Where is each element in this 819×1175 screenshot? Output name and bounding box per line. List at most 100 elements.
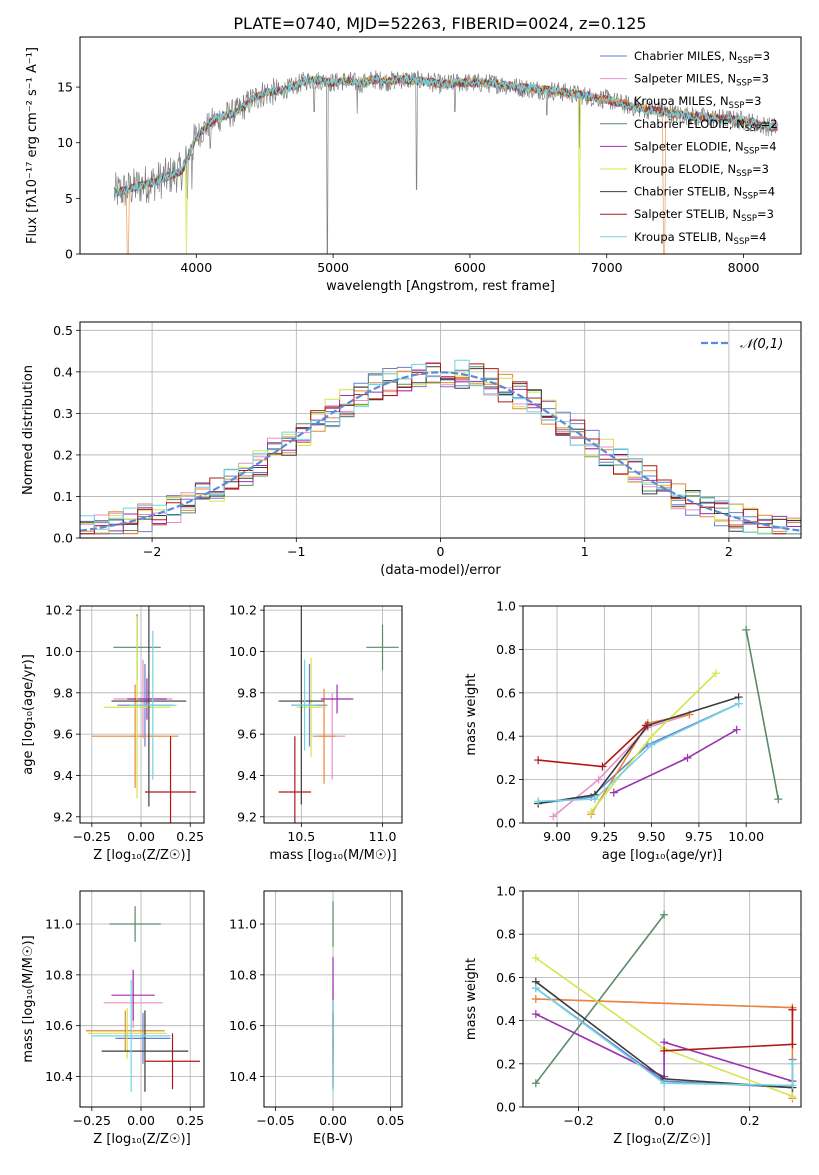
legend-entry-prefix: Chabrier STELIB, N <box>634 185 742 199</box>
weight_vs_age-plot-area <box>534 625 783 821</box>
legend-entry-prefix: Salpeter STELIB, N <box>634 207 741 221</box>
mass_vs_Z-xtick-label: 0.00 <box>127 1113 155 1128</box>
spectrum-ytick-label: 0 <box>65 247 73 262</box>
age_vs_mass-ytick-label: 9.2 <box>237 809 257 824</box>
age_vs_Z-plot-area <box>91 606 197 823</box>
residuals-frame <box>79 321 802 539</box>
weight-point-marker <box>534 756 543 765</box>
mass_vs_ebv-ytick-label: 11.0 <box>229 917 257 932</box>
spectrum-xlabel: wavelength [Angstrom, rest frame] <box>326 279 555 294</box>
mass_vs_ebv-xtick-label: 0.00 <box>319 1113 347 1128</box>
mass_vs_ebv-panel: −0.05 0.00 0.05 10.4 10.6 10.8 11.0 E(B-V) <box>229 890 404 1147</box>
legend-entry-prefix: Salpeter ELODIE, N <box>634 139 744 153</box>
weight-series-line <box>535 1013 793 1082</box>
age_vs_Z-ytick-label: 9.8 <box>53 685 73 700</box>
residuals-ytick-label: 0.3 <box>53 406 73 421</box>
spectrum-xtick-label: 6000 <box>454 260 486 275</box>
residuals-xtick-label: 2 <box>725 544 733 559</box>
weight_vs_age-xtick-label: 10.00 <box>728 829 764 844</box>
weight-point-marker <box>788 1005 797 1014</box>
weight_vs_age-ytick-label: 0.8 <box>496 642 516 657</box>
weight_vs_age-xtick-label: 9.25 <box>590 829 618 844</box>
residuals-ytick-label: 0.1 <box>53 489 73 504</box>
weight-point-marker <box>774 795 783 804</box>
legend-entry-suffix: =4 <box>760 139 777 153</box>
mass_vs_Z-panel: −0.25 0.00 0.25 10.4 10.6 10.8 11.0 Z [log₁₀(Z/… <box>21 890 205 1147</box>
weight_vs_age-xtick-label: 9.75 <box>685 829 713 844</box>
mass_vs_Z-xtick-label: −0.25 <box>73 1113 111 1128</box>
weight-point-marker <box>660 910 669 919</box>
legend-entry-prefix: Salpeter MILES, N <box>634 72 736 86</box>
weight-point-marker <box>711 669 720 678</box>
weight_vs_Z-frame <box>522 890 802 1108</box>
weight-point-marker <box>590 795 599 804</box>
weight_vs_Z-ytick-label: 0.0 <box>496 1100 516 1115</box>
weight-point-marker <box>587 808 596 817</box>
residuals-legend: 𝒩(0,1) <box>701 337 783 352</box>
legend-entry-suffix: =3 <box>752 162 769 176</box>
legend-entry-suffix: =4 <box>758 185 775 199</box>
weight-series-line <box>535 987 794 1087</box>
weight_vs_Z-ytick-label: 0.4 <box>496 1013 516 1028</box>
legend-entry-sub: SSP <box>736 169 752 179</box>
weight-series-line <box>537 696 739 805</box>
residual-histogram <box>80 359 801 538</box>
weight-point-marker <box>531 1010 540 1019</box>
weight_vs_age-ytick-label: 0.4 <box>496 729 516 744</box>
mass_vs_Z-ytick-label: 11.0 <box>45 917 73 932</box>
age_vs_Z-xtick-label: 0.25 <box>176 829 204 844</box>
mass_vs_ebv-xlabel: E(B-V) <box>313 1132 353 1147</box>
weight-point-marker <box>660 1079 669 1088</box>
weight_vs_age-xlabel: age [log₁₀(age/yr)] <box>602 848 723 863</box>
residuals-xtick-label: −2 <box>143 544 161 559</box>
weight-point-marker <box>641 721 650 730</box>
legend-entry: Chabrier ELODIE, NSSP=2 <box>634 117 778 134</box>
spectrum-xtick-label: 4000 <box>180 260 212 275</box>
residuals-plot-area <box>80 359 801 538</box>
weight_vs_Z-ytick-label: 1.0 <box>496 884 516 899</box>
normal-reference-curve <box>80 371 801 532</box>
mass_vs_ebv-ytick-label: 10.6 <box>229 1018 257 1033</box>
legend-entry-sub: SSP <box>737 56 753 66</box>
mass_vs_ebv-ytick-label: 10.8 <box>229 967 257 982</box>
age_vs_mass-ytick-label: 10.0 <box>229 644 257 659</box>
legend-entry-sub: SSP <box>742 192 758 202</box>
weight-point-marker <box>594 775 603 784</box>
weight-point-marker <box>788 1081 797 1090</box>
weight_vs_age-ytick-label: 0.6 <box>496 685 516 700</box>
legend-entry-suffix: =3 <box>753 49 770 63</box>
residuals-xtick-label: 1 <box>581 544 589 559</box>
age_vs_Z-ytick-label: 9.4 <box>53 768 73 783</box>
age_vs_mass-ytick-label: 9.6 <box>237 727 257 742</box>
legend-entry-prefix: Kroupa STELIB, N <box>634 230 734 244</box>
residuals-ylabel: Normed distribution <box>21 365 36 495</box>
age_vs_mass-ytick-label: 9.8 <box>237 685 257 700</box>
mass_vs_Z-ytick-label: 10.8 <box>45 967 73 982</box>
mass_vs_Z-xtick-label: 0.25 <box>176 1113 204 1128</box>
mass_vs_ebv-ytick-label: 10.4 <box>229 1069 257 1084</box>
residuals-ytick-label: 0.0 <box>53 531 73 546</box>
weight_vs_age-ylabel: mass weight <box>464 673 479 755</box>
weight_vs_age-xtick-label: 9.50 <box>638 829 666 844</box>
spectrum-model-line <box>113 73 778 196</box>
spectrum-xtick-label: 5000 <box>317 260 349 275</box>
weight_vs_age-ytick-label: 0.0 <box>496 816 516 831</box>
weight_vs_Z-xlabel: Z [log₁₀(Z/Z☉)] <box>613 1132 710 1147</box>
age_vs_mass-panel: 10.5 11.0 9.2 9.4 9.6 9.8 10.0 10.2 mass [log₁₀(… <box>229 603 403 863</box>
mass_vs_Z-ytick-label: 10.4 <box>45 1069 73 1084</box>
spectrum-ytick-label: 10 <box>57 135 73 150</box>
residuals-ytick-label: 0.2 <box>53 447 73 462</box>
legend-entry-sub: SSP <box>745 124 761 134</box>
age_vs_Z-panel: −0.25 0.00 0.25 9.2 9.4 9.6 9.8 10.0 10.2 Z [log₁… <box>21 603 205 863</box>
age_vs_Z-xtick-label: −0.25 <box>73 829 111 844</box>
age_vs_mass-xtick-label: 10.5 <box>287 829 315 844</box>
spectrum-xtick-label: 7000 <box>591 260 623 275</box>
legend-entry-sub: SSP <box>734 237 750 247</box>
weight-point-marker <box>788 1092 797 1101</box>
legend-entry: Kroupa STELIB, NSSP=4 <box>634 230 766 247</box>
age_vs_mass-plot-area <box>278 606 399 823</box>
legend-entry-sub: SSP <box>741 214 757 224</box>
residuals-panel: −2 −1 0 1 2 0.0 0.1 0.2 0.3 0.4 0.5 (data-model)/er… <box>21 321 802 578</box>
